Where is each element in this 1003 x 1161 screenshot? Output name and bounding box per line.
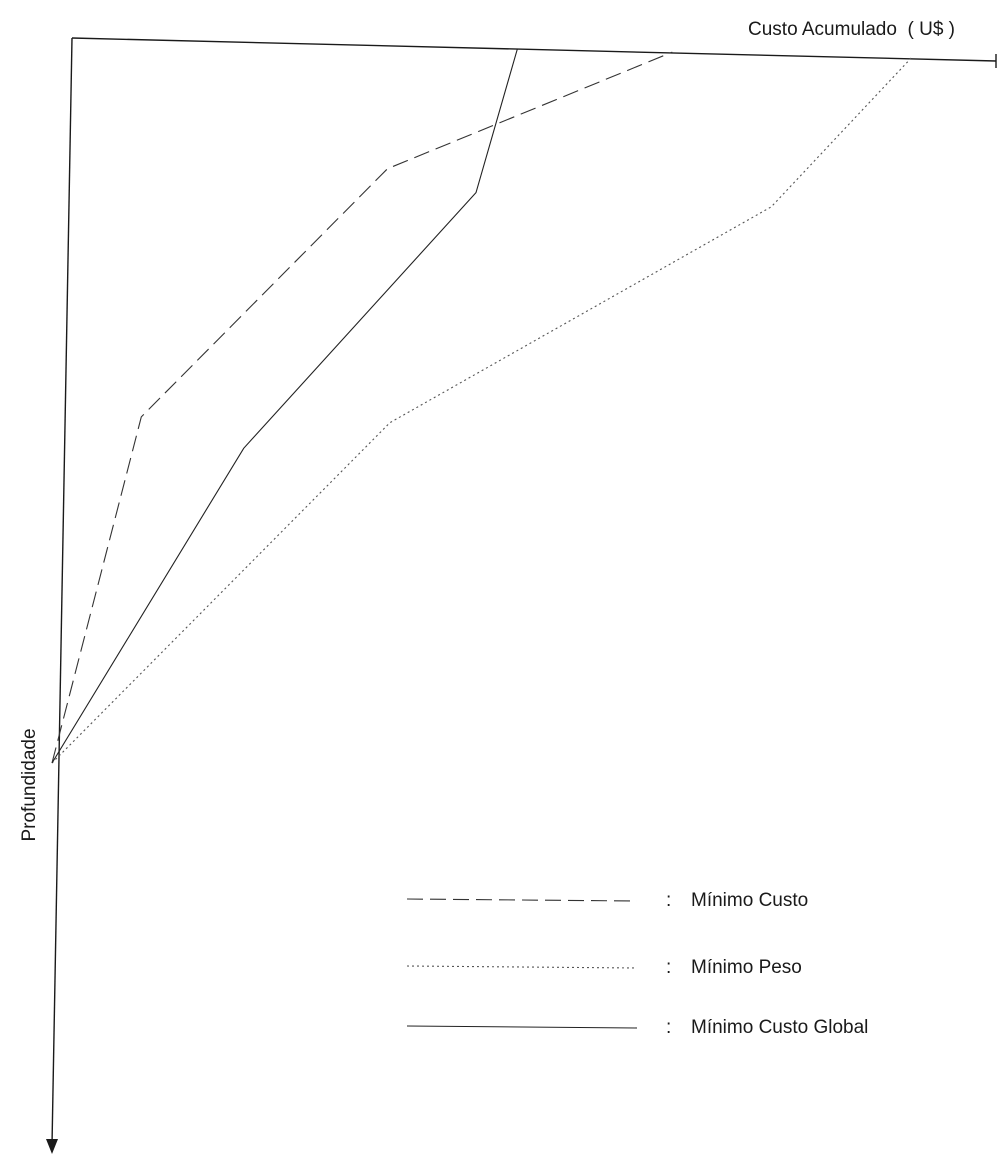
legend-label-3: Mínimo Custo Global — [691, 1017, 868, 1038]
legend-separator: : — [666, 890, 671, 911]
x-axis-line — [71, 37, 997, 62]
series-layer — [51, 48, 912, 764]
y-axis-label: Profundidade — [19, 728, 40, 841]
legend-label-2: Mínimo Peso — [691, 957, 802, 978]
series-line-1 — [51, 51, 673, 764]
legend-swatch-3 — [406, 1025, 638, 1029]
legend: : Mínimo Custo: Mínimo Peso: Mínimo Custo G… — [406, 890, 868, 1038]
x-axis-label: Custo Acumulado ( U$ ) — [748, 19, 955, 40]
series-line-3 — [51, 48, 519, 764]
series-line-2 — [51, 57, 912, 764]
legend-separator: : — [666, 1017, 671, 1038]
y-axis-arrow-icon — [46, 1139, 58, 1154]
y-axis-line — [51, 37, 73, 1146]
legend-swatch-1 — [406, 898, 638, 902]
legend-swatch-2 — [406, 965, 638, 969]
legend-label-1: Mínimo Custo — [691, 890, 808, 911]
legend-separator: : — [666, 957, 671, 978]
